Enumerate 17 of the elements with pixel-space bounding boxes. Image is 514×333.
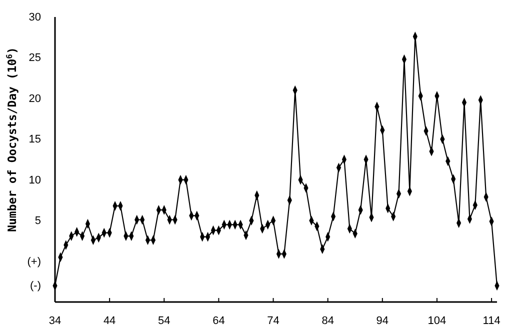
y-tick-label: (+) bbox=[27, 256, 41, 268]
y-tick-label: 30 bbox=[28, 12, 41, 24]
y-tick-label: 5 bbox=[34, 215, 41, 228]
y-tick-label: (-) bbox=[30, 280, 41, 292]
x-tick-label: 104 bbox=[428, 314, 446, 327]
y-tick-label: 20 bbox=[28, 92, 41, 105]
x-tick-label: 84 bbox=[322, 314, 334, 327]
x-tick-label: 94 bbox=[376, 314, 389, 327]
x-tick-label: 114 bbox=[482, 314, 500, 327]
x-tick-label: 34 bbox=[48, 314, 62, 327]
x-tick-label: 54 bbox=[158, 314, 170, 327]
y-tick-label: 10 bbox=[28, 174, 41, 186]
y-tick-label: 15 bbox=[28, 134, 41, 146]
x-tick-label: 44 bbox=[103, 314, 116, 327]
y-tick-label: 25 bbox=[28, 52, 41, 64]
x-tick-label: 64 bbox=[212, 314, 225, 327]
x-tick-label: 74 bbox=[267, 314, 280, 327]
